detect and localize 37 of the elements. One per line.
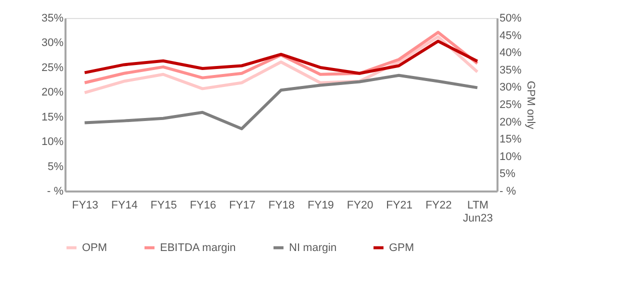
- y-tick-label: 15%: [41, 111, 64, 124]
- legend-label: EBITDA margin: [160, 242, 236, 254]
- y-tick-label: 10%: [41, 136, 64, 148]
- x-tick-label: FY21: [386, 200, 412, 212]
- line-series: [83, 74, 479, 130]
- y2-tick-label: 45%: [500, 30, 522, 42]
- y-tick-label: 5%: [48, 160, 64, 173]
- y2-tick-label: 40%: [500, 47, 522, 60]
- y2-tick-label: 5%: [500, 168, 516, 180]
- y-tick-label: 30%: [41, 37, 64, 50]
- y2-tick-label: - %: [500, 186, 516, 198]
- x-tick-label: FY13: [72, 200, 98, 212]
- x-tick-label: FY22: [425, 200, 452, 212]
- y-tick-label: 35%: [41, 12, 64, 24]
- legend-label: NI margin: [289, 242, 337, 254]
- y2-tick-label: 20%: [500, 116, 522, 128]
- y-tick-label: - %: [47, 186, 64, 198]
- y-tick-label: 20%: [41, 86, 64, 99]
- line-series: [83, 40, 479, 75]
- legend-label: OPM: [82, 242, 108, 254]
- legend-label: GPM: [389, 242, 414, 254]
- y2-tick-label: 10%: [500, 150, 522, 163]
- x-tick-label: FY19: [308, 200, 334, 212]
- y2-tick-label: 35%: [500, 64, 522, 76]
- x-tick-label: FY14: [111, 200, 138, 212]
- x-tick-label: FY15: [150, 200, 177, 212]
- x-tick-label: FY20: [346, 200, 374, 212]
- x-tick-label: FY16: [190, 200, 216, 212]
- x-tick-label: FY17: [229, 200, 256, 212]
- y2-axis-title: GPM only: [524, 80, 537, 130]
- y2-tick-label: 30%: [500, 82, 522, 94]
- y2-tick-label: 50%: [500, 12, 522, 24]
- x-tick-label: LTM Jun23: [462, 200, 493, 224]
- y2-tick-label: 25%: [500, 99, 522, 111]
- y-tick-label: 25%: [41, 62, 64, 74]
- y2-tick-label: 15%: [500, 134, 522, 146]
- x-tick-label: FY18: [268, 200, 295, 212]
